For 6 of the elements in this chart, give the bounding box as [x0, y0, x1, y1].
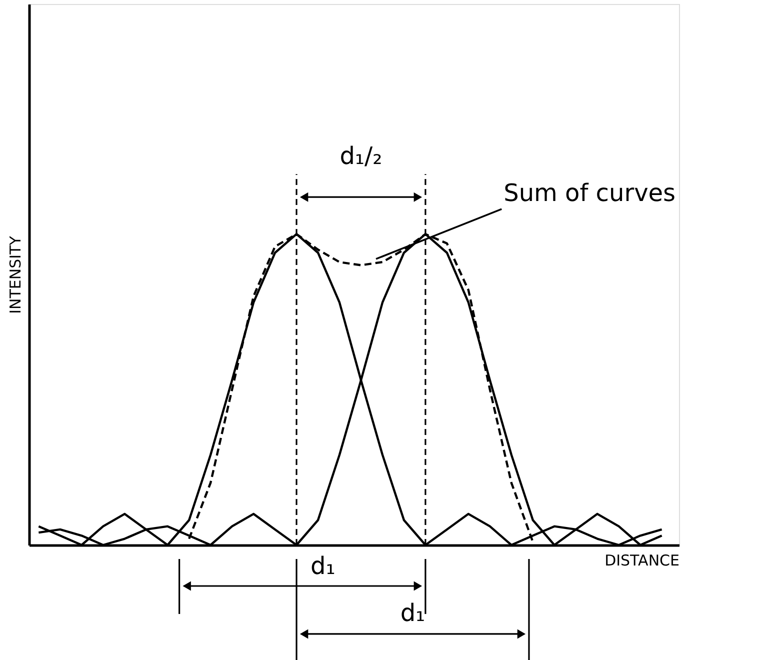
text: Sum of curves: [504, 179, 676, 208]
x-axis-title: DISTANCE: [604, 552, 680, 570]
text: d₁: [310, 552, 336, 580]
text: d₁: [400, 598, 426, 627]
text: d₁/₂: [340, 142, 382, 170]
y-axis-title: INTENSITY: [6, 235, 24, 314]
